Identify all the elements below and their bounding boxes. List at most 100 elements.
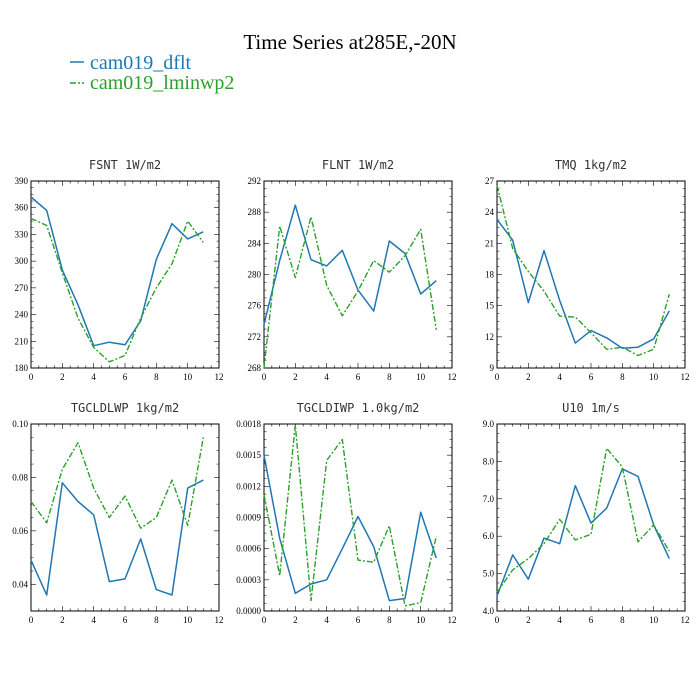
panel-title: TGCLDLWP 1kg/m2 xyxy=(71,401,179,415)
x-tick-label: 12 xyxy=(681,615,690,625)
y-tick-label: 0.0018 xyxy=(236,419,261,429)
x-tick-label: 4 xyxy=(557,372,562,382)
x-tick-label: 6 xyxy=(356,615,361,625)
series-line-lminwp2 xyxy=(263,216,437,369)
plot-frame xyxy=(263,180,453,369)
panel-1: FLNT 1W/m2 0 2 4 6 8 10 12 268 272 276 280 284 288 292 xyxy=(248,158,457,382)
x-tick-label: 0 xyxy=(262,615,267,625)
y-tick-label: 210 xyxy=(15,336,29,346)
panels: FSNT 1W/m20 2 4 6 8 10 12180210240270300330360… xyxy=(12,158,689,625)
y-tick-label: 0.0012 xyxy=(236,481,261,491)
plot-frame xyxy=(30,180,220,369)
x-tick-label: 8 xyxy=(620,372,625,382)
plot-frame xyxy=(30,423,220,612)
legend: cam019_dflt cam019_lminwp2 xyxy=(70,52,234,94)
y-tick-label: 360 xyxy=(15,203,29,213)
series-line-dflt xyxy=(263,455,438,602)
series-line-lminwp2 xyxy=(263,424,437,607)
panel-title: TMQ 1kg/m2 xyxy=(555,158,627,172)
y-tick-label: 15 xyxy=(485,301,495,311)
x-tick-label: 10 xyxy=(416,615,426,625)
x-tick-label: 10 xyxy=(416,372,426,382)
legend-label-lminwp2: cam019_lminwp2 xyxy=(90,72,234,94)
x-tick-label: 0 xyxy=(262,372,267,382)
x-tick-label: 2 xyxy=(526,615,531,625)
panel-5: U10 1m/s 0 2 4 6 8 10 12 4.0 5.0 6.0 7.0 8.0 9.0 xyxy=(483,401,690,625)
y-tick-label: 0.06 xyxy=(12,526,28,536)
y-tick-label: 276 xyxy=(248,301,262,311)
y-tick-label: 12 xyxy=(485,332,494,342)
panel-3: TGCLDLWP 1kg/m2 0 2 4 6 8 10 12 0.04 0.06 0.08 0.10 xyxy=(12,401,223,625)
x-tick-label: 4 xyxy=(91,615,96,625)
x-tick-label: 12 xyxy=(448,372,457,382)
x-tick-label: 2 xyxy=(293,372,298,382)
y-tick-label: 0.08 xyxy=(12,472,28,482)
y-tick-label: 180 xyxy=(15,363,29,373)
x-tick-label: 8 xyxy=(387,372,392,382)
series-line-lminwp2 xyxy=(30,217,204,363)
series-line-lminwp2 xyxy=(30,437,204,529)
x-tick-label: 12 xyxy=(448,615,457,625)
figure-title: Time Series at285E,-20N xyxy=(243,30,456,54)
y-tick-label: 292 xyxy=(248,176,262,186)
x-tick-label: 10 xyxy=(183,372,193,382)
series-line-dflt xyxy=(496,218,670,350)
y-tick-label: 8.0 xyxy=(483,456,495,466)
x-tick-label: 10 xyxy=(183,615,193,625)
x-tick-label: 6 xyxy=(589,372,594,382)
x-tick-label: 2 xyxy=(60,615,65,625)
panel-4: TGCLDIWP 1.0kg/m2 0 2 4 6 8 10 12 0.0000 0.0003 0.… xyxy=(236,401,456,625)
x-tick-label: 0 xyxy=(495,615,500,625)
y-tick-label: 268 xyxy=(248,363,262,373)
x-tick-label: 12 xyxy=(215,372,224,382)
series-line-dflt xyxy=(263,204,437,325)
series-line-dflt xyxy=(496,468,670,597)
x-tick-label: 4 xyxy=(557,615,562,625)
x-tick-label: 2 xyxy=(526,372,531,382)
y-tick-label: 0.04 xyxy=(12,579,28,589)
y-tick-label: 0.0009 xyxy=(236,513,261,523)
y-tick-label: 330 xyxy=(15,229,29,239)
y-tick-label: 27 xyxy=(485,176,495,186)
y-tick-label: 300 xyxy=(15,256,29,266)
panel-title: U10 1m/s xyxy=(562,401,620,415)
y-tick-label: 0.0006 xyxy=(236,544,261,554)
y-tick-label: 0.0000 xyxy=(236,606,261,616)
y-tick-label: 6.0 xyxy=(483,531,495,541)
y-tick-label: 5.0 xyxy=(483,569,495,579)
x-tick-label: 6 xyxy=(356,372,361,382)
y-tick-label: 9.0 xyxy=(483,419,495,429)
x-tick-label: 2 xyxy=(293,615,298,625)
y-tick-label: 0.10 xyxy=(12,419,28,429)
x-tick-label: 2 xyxy=(60,372,65,382)
x-tick-label: 10 xyxy=(649,372,659,382)
y-tick-label: 0.0003 xyxy=(236,575,261,585)
y-tick-label: 288 xyxy=(248,207,262,217)
x-tick-label: 6 xyxy=(123,372,128,382)
x-tick-label: 4 xyxy=(324,372,329,382)
y-tick-label: 0.0015 xyxy=(236,450,261,460)
y-tick-label: 18 xyxy=(485,270,495,280)
panel-title: FLNT 1W/m2 xyxy=(322,158,394,172)
x-tick-label: 0 xyxy=(29,372,34,382)
x-tick-label: 8 xyxy=(387,615,392,625)
x-tick-label: 4 xyxy=(91,372,96,382)
y-tick-label: 280 xyxy=(248,270,262,280)
x-tick-label: 12 xyxy=(215,615,224,625)
y-tick-label: 272 xyxy=(248,332,262,342)
x-tick-label: 10 xyxy=(649,615,659,625)
panel-title: FSNT 1W/m2 xyxy=(89,158,161,172)
y-tick-label: 284 xyxy=(248,238,262,248)
y-tick-label: 7.0 xyxy=(483,494,495,504)
plot-frame xyxy=(496,423,686,612)
x-tick-label: 6 xyxy=(123,615,128,625)
x-tick-label: 8 xyxy=(154,372,159,382)
y-tick-label: 240 xyxy=(15,310,29,320)
x-tick-label: 0 xyxy=(495,372,500,382)
x-tick-label: 0 xyxy=(29,615,34,625)
y-tick-label: 21 xyxy=(485,238,494,248)
series-line-dflt xyxy=(30,196,204,347)
x-tick-label: 12 xyxy=(681,372,690,382)
